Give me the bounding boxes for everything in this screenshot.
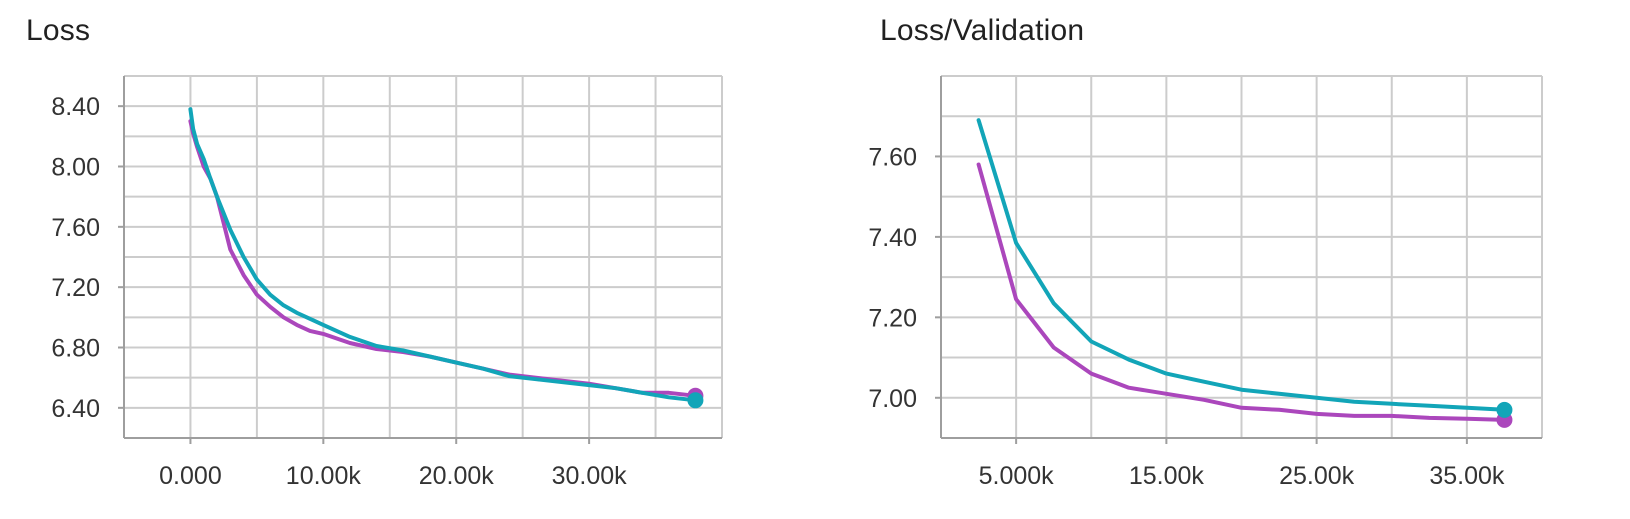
- y-tick-label: 6.40: [51, 395, 100, 423]
- x-tick-label: 30.00k: [552, 462, 628, 490]
- y-tick-label: 8.40: [51, 93, 100, 121]
- y-tick-label: 7.60: [51, 214, 100, 242]
- x-tick-label: 25.00k: [1279, 462, 1355, 490]
- series-line-1: [976, 118, 1507, 412]
- chart-title-loss: Loss: [26, 14, 91, 47]
- y-tick-label: 6.80: [51, 335, 100, 363]
- loss-chart-svg: 6.40 6.80 7.20 7.60 8.00 8.40 0.000 10.00k 20.00…: [51, 75, 723, 490]
- chart-title-validation: Loss/Validation: [880, 14, 1085, 47]
- x-tick-label: 15.00k: [1129, 462, 1205, 490]
- y-tick-label: 7.60: [868, 143, 917, 171]
- y-tick-label: 7.40: [868, 224, 917, 252]
- loss-chart-panel: Loss 6.40 6.80 7.20 7.60 8.00 8.40 0.000 10.00k…: [0, 0, 800, 519]
- y-tick-label: 8.00: [51, 154, 100, 182]
- series-line-1: [188, 107, 698, 403]
- x-tick-label: 10.00k: [286, 462, 362, 490]
- x-tick-label: 20.00k: [419, 462, 495, 490]
- series-end-point-1: [687, 392, 704, 409]
- series-line-0: [976, 162, 1507, 422]
- x-tick-label: 35.00k: [1429, 462, 1505, 490]
- validation-chart-panel: Loss/Validation 7.00 7.20 7.40 7.60 5.000k 15…: [860, 0, 1630, 519]
- series-line-0: [188, 119, 698, 398]
- validation-chart-svg: 7.00 7.20 7.40 7.60 5.000k 15.00k 25.00k 35.00k: [868, 75, 1543, 490]
- x-tick-label: 0.000: [159, 462, 222, 490]
- y-tick-label: 7.00: [868, 385, 917, 413]
- y-tick-label: 7.20: [868, 304, 917, 332]
- y-tick-label: 7.20: [51, 274, 100, 302]
- x-tick-label: 5.000k: [979, 462, 1055, 490]
- series-end-point-1: [1496, 401, 1513, 418]
